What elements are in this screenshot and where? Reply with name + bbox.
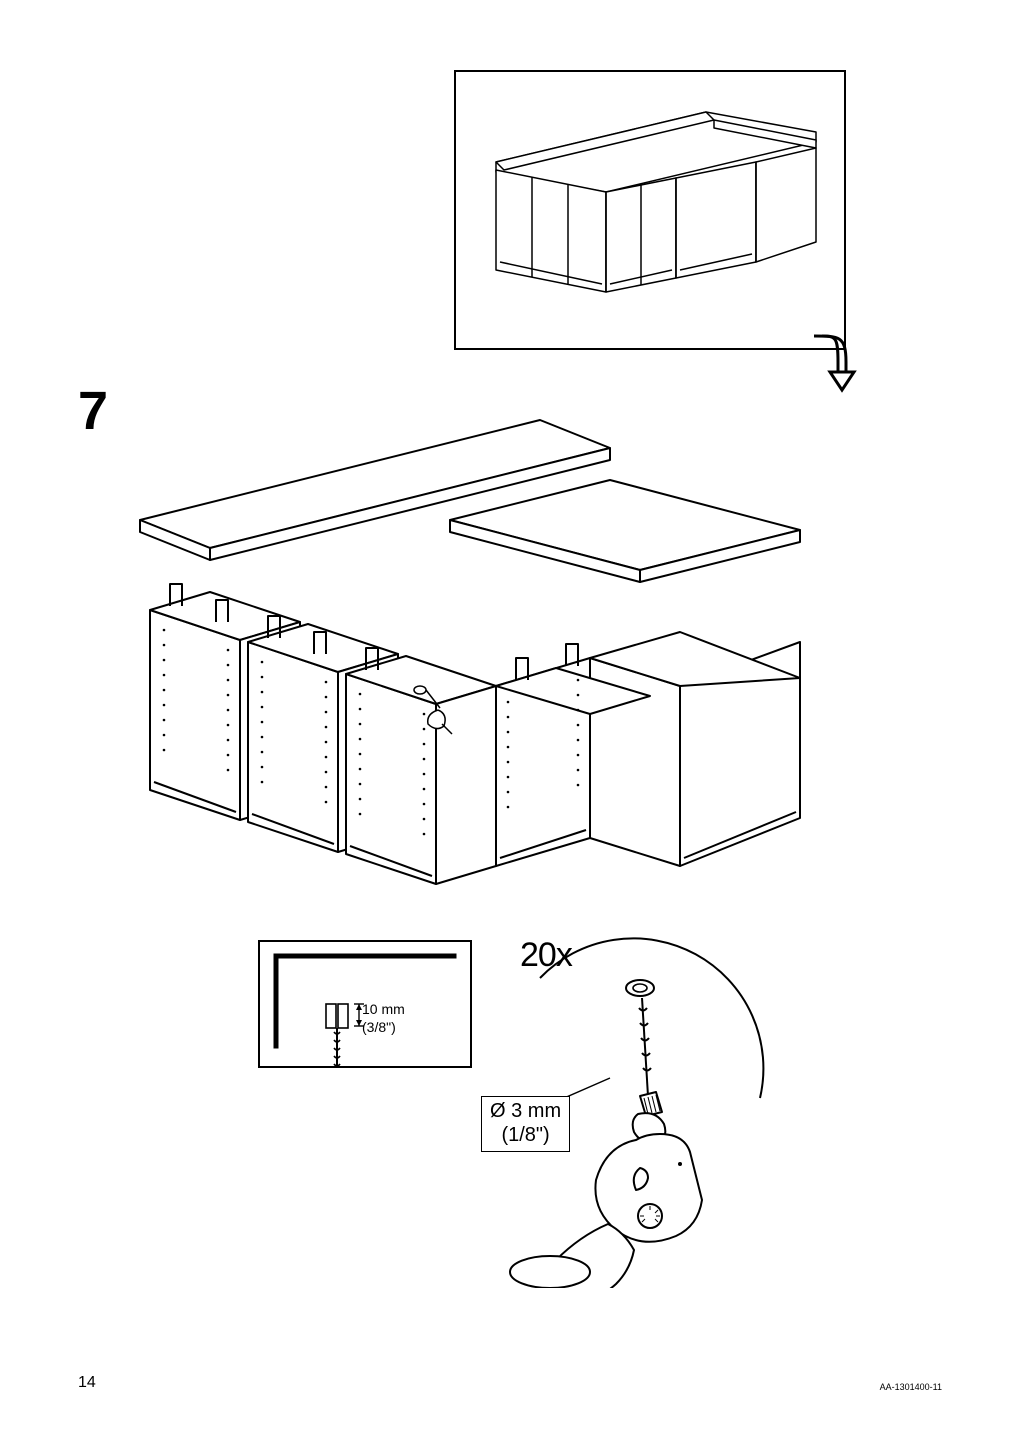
- depth-mm: 10 mm: [362, 1001, 405, 1017]
- overview-cabinet-svg: [456, 72, 844, 348]
- depth-inch: (3/8"): [362, 1019, 396, 1035]
- continue-arrow-icon: [804, 328, 864, 398]
- drill-depth-label: 10 mm (3/8"): [362, 1000, 405, 1036]
- drill-diameter-box: Ø 3 mm (1/8"): [481, 1096, 570, 1152]
- diameter-mm: Ø 3 mm: [490, 1100, 561, 1122]
- page-number: 14: [78, 1374, 96, 1392]
- diameter-inch: (1/8"): [501, 1124, 549, 1146]
- step-number: 7: [78, 380, 108, 442]
- main-assembly-figure: [120, 390, 860, 910]
- document-code: AA-1301400-11: [880, 1382, 942, 1392]
- assembly-page: 7: [0, 0, 1012, 1432]
- overview-box: [454, 70, 846, 350]
